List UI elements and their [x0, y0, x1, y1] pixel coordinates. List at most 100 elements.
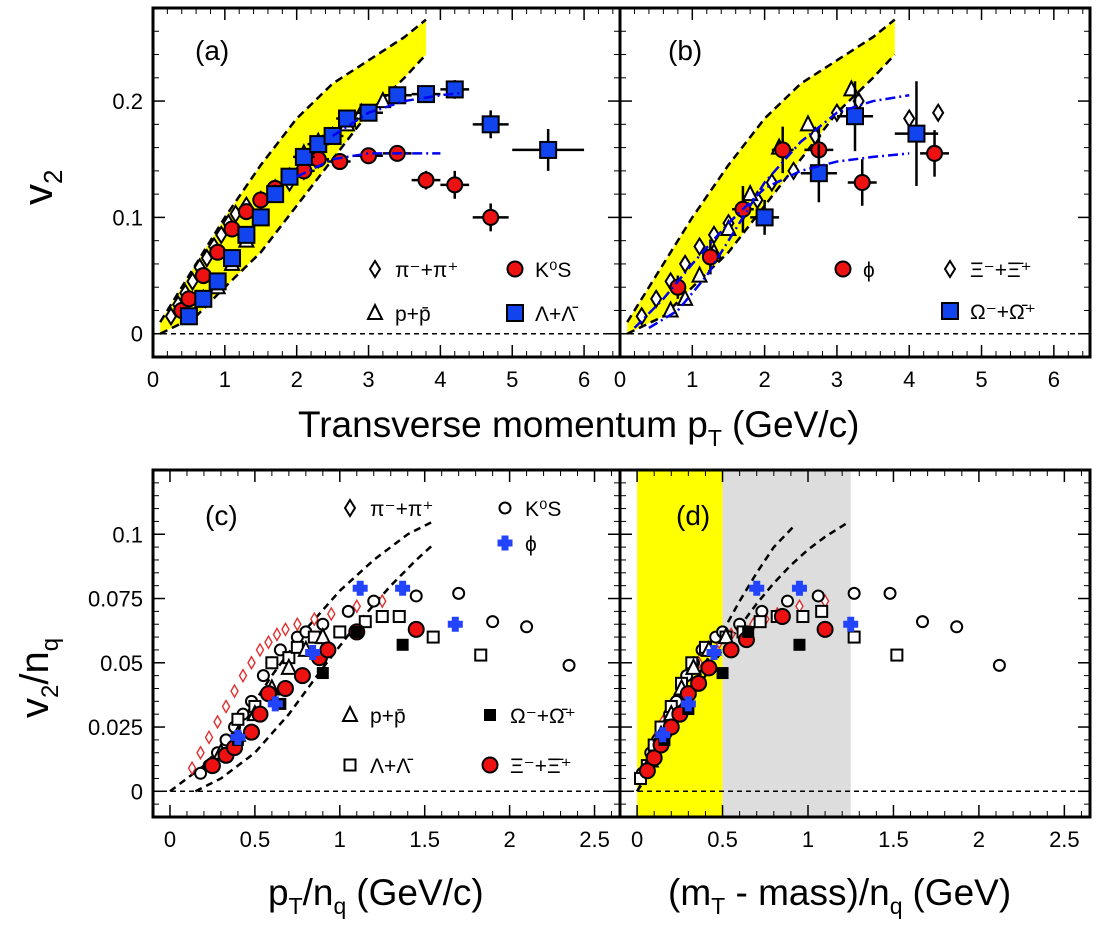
- p2-legend-label-2: ϕ: [525, 533, 537, 556]
- p2-legend-marker-2: [497, 535, 513, 551]
- p2-s2-point-9: [392, 610, 406, 624]
- top-xlabel-main: Transverse momentum: [298, 404, 677, 445]
- p1-xtick-label-0: 0: [614, 367, 626, 392]
- top-xlabel-unit: (GeV/c): [732, 404, 859, 445]
- top-xlabel-sub: T: [708, 425, 722, 451]
- p2-s4-point-11: [407, 620, 425, 638]
- p1-s1-point-5: [741, 183, 759, 202]
- bottom-ylabel-main: v: [13, 698, 57, 718]
- p1-xtick-label-2: 2: [758, 367, 770, 392]
- p1-s3-point-0: [755, 208, 774, 227]
- p2-s6-point-1: [267, 696, 283, 712]
- p2-s1-point-18: [520, 620, 534, 634]
- panel-a: 0 1 2 3 4 5 6 0 0.1 0.2 (a) π⁻+π⁺ K⁰S p+p̄ Λ+Λ̄: [112, 6, 622, 392]
- p2-s2-point-11: [474, 648, 488, 662]
- p0-plot-area: [153, 18, 620, 335]
- p2-s5-point-3: [350, 625, 363, 638]
- bottom-ylabel-sub: 2: [37, 685, 64, 698]
- p2-s0-point-2: [204, 729, 214, 745]
- p3-s6-point-0: [655, 727, 671, 743]
- p2-legend-label-1: K⁰S: [525, 498, 561, 521]
- p1-s1-point-1: [676, 288, 694, 306]
- d-xlabel-a: (m: [668, 872, 711, 913]
- p0-ytick-label-1: 0.1: [112, 205, 143, 230]
- p0-s1-point-3: [209, 243, 227, 261]
- p3-xtick-label-1: 0.5: [707, 827, 738, 852]
- p0-s1-point-1: [180, 290, 198, 308]
- p3-xtick-label-0: 0: [631, 827, 643, 852]
- p1-legend-marker-1: [943, 259, 957, 279]
- p2-s4-point-9: [319, 641, 337, 659]
- p3-s1-point-17: [883, 586, 897, 600]
- p0-legend-label-3: Λ+Λ̄: [535, 303, 578, 326]
- p3-s1-point-18: [916, 615, 930, 629]
- p1-legend-label-2: Ω⁻+Ω̄⁺: [970, 301, 1036, 324]
- p2-s4-point-6: [276, 679, 294, 697]
- p0-legend-marker-1: [506, 260, 524, 278]
- p0-s3-point-2: [208, 272, 227, 291]
- p1-xtick-label-4: 4: [903, 367, 915, 392]
- p0-s3-point-16: [481, 115, 500, 134]
- p2-s0-point-0: [187, 760, 197, 776]
- p2-s1-point-14: [367, 594, 381, 608]
- p0-legend-marker-0: [368, 259, 382, 279]
- p2-s5-point-4: [396, 638, 409, 651]
- p0-legend-marker-3: [506, 304, 524, 322]
- p0-ytick-label-2: 0.2: [112, 89, 143, 114]
- p0-xtick-label-2: 2: [291, 367, 303, 392]
- bottom-ylabel-slash: /: [13, 673, 57, 685]
- p2-s0-point-9: [264, 634, 273, 650]
- p3-xtick-label-3: 1.5: [878, 827, 909, 852]
- p0-s1-point-6: [252, 191, 270, 209]
- p2-s2-point-0: [231, 712, 245, 726]
- panel-b: 0 1 2 3 4 5 6 (b) ϕ Ξ⁻+Ξ̄⁺ Ω⁻+Ω̄⁺: [614, 6, 1092, 392]
- p1-legend-marker-2: [941, 302, 959, 320]
- p2-s0-point-8: [255, 642, 265, 658]
- p2-plot-area: [153, 520, 620, 793]
- p0-legend-label-2: p+p̄: [395, 303, 431, 326]
- p0-s1-point-14: [446, 176, 464, 194]
- p1-s2-point-3: [774, 141, 792, 159]
- p2-s6-point-4: [395, 580, 411, 596]
- p3-frame: [618, 468, 1092, 819]
- p2-xtick-label-1: 0.5: [240, 827, 271, 852]
- p2-s0-point-10: [272, 627, 282, 642]
- p2-s1-point-16: [452, 586, 466, 600]
- p0-s3-point-14: [417, 85, 436, 104]
- p0-s1-point-2: [194, 267, 212, 285]
- p1-legend-label-0: ϕ: [863, 259, 875, 282]
- p3-s1-point-16: [847, 586, 861, 600]
- p3-s4-point-6: [690, 674, 708, 692]
- p2-legend-marker-6: [481, 756, 499, 774]
- p2-s4-point-3: [242, 723, 260, 741]
- p2-s6-point-5: [447, 616, 463, 632]
- p0-s1-point-4: [223, 220, 241, 238]
- d-xlabel-unit: (GeV): [912, 872, 1011, 913]
- p2-legend-label-3: p+p̄: [370, 705, 406, 728]
- bottom-ylabel: v2/nq: [13, 638, 64, 718]
- p0-panel-label: (a): [195, 35, 229, 66]
- p2-s1-point-19: [562, 658, 576, 672]
- p0-xtick-label-4: 4: [434, 367, 446, 392]
- p2-s2-point-7: [358, 615, 372, 629]
- p2-legend-label-5: Λ+Λ̄: [370, 755, 413, 778]
- p3-s4-point-11: [816, 620, 834, 638]
- p2-s2-point-2: [265, 656, 279, 670]
- p2-s0-point-11: [281, 621, 290, 637]
- p3-s2-point-14: [847, 630, 861, 644]
- c-xlabel-mid: /n: [303, 872, 334, 913]
- p2-legend-marker-4: [484, 709, 496, 721]
- p2-s2-point-8: [375, 610, 389, 624]
- p1-s0-point-14: [903, 108, 916, 129]
- p1-s3-point-1: [809, 164, 828, 183]
- p3-s6-point-3: [749, 580, 765, 596]
- p3-panel-label: (d): [676, 500, 710, 531]
- p2-ytick-label-4: 0.1: [112, 522, 143, 547]
- p2-s0-point-5: [230, 683, 239, 699]
- p0-s3-point-10: [323, 126, 342, 145]
- c-xlabel-sub2: q: [334, 893, 347, 919]
- p2-s0-point-6: [238, 668, 248, 684]
- p2-s1-point-7: [256, 669, 270, 683]
- p2-legend-label-6: Ξ⁻+Ξ̄⁺: [510, 755, 572, 778]
- p3-s2-point-13: [815, 604, 829, 618]
